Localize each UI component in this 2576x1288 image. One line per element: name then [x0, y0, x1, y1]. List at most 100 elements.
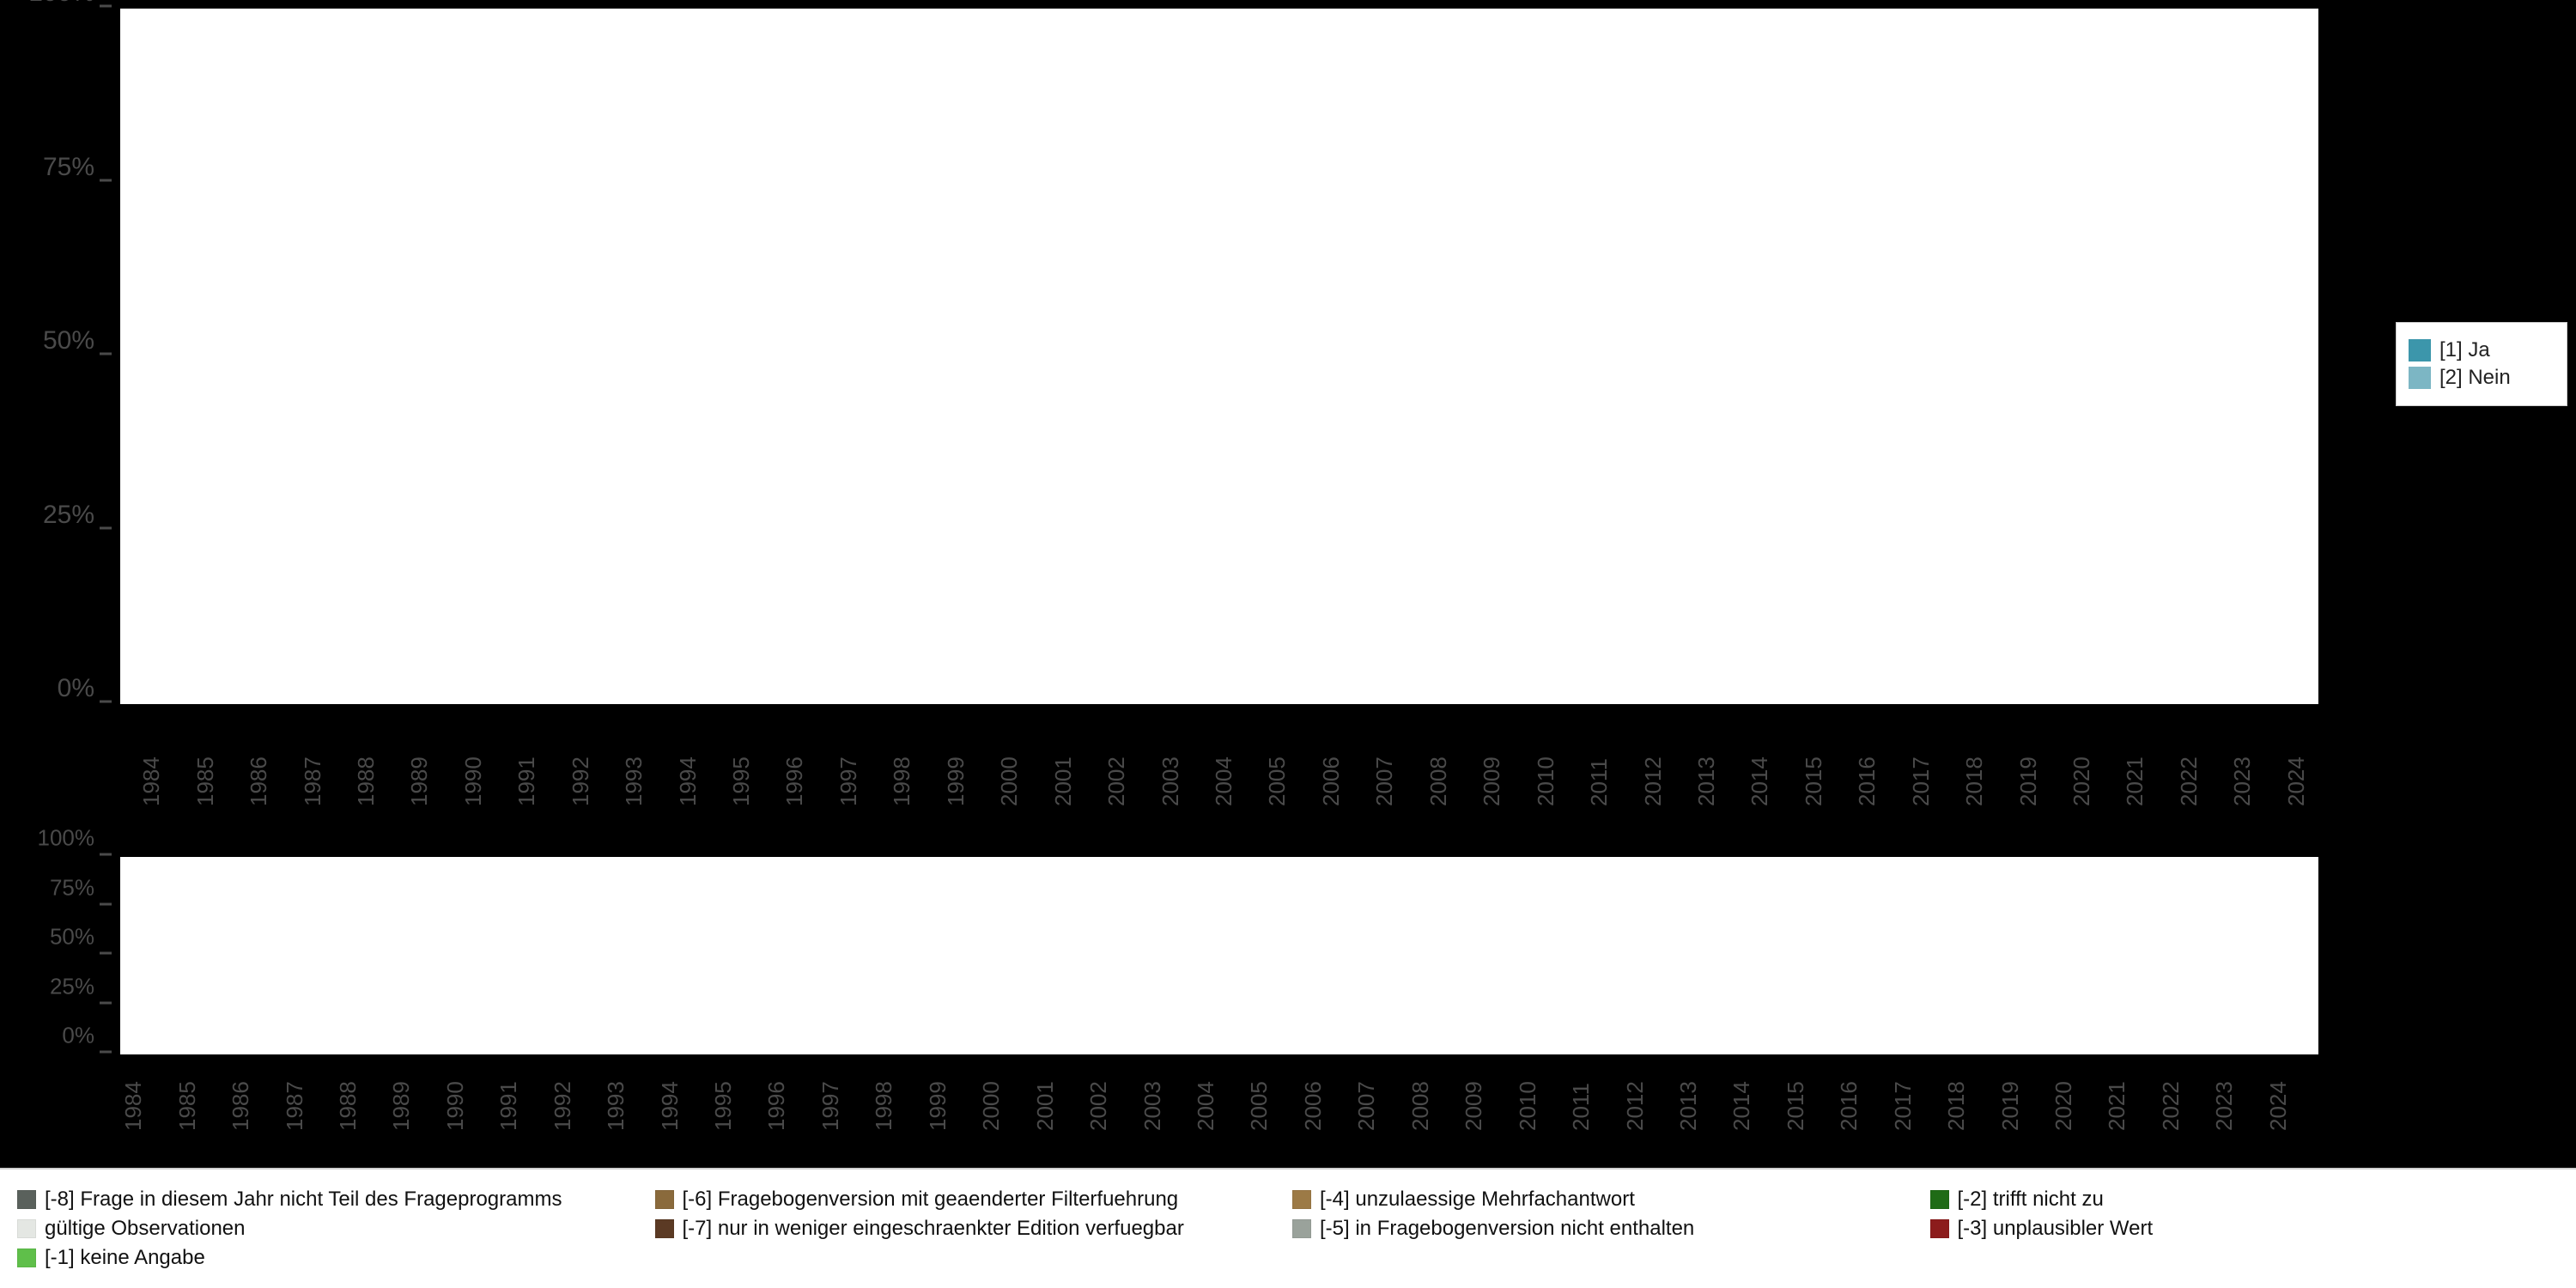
top-xlabel-2006: 2006	[1318, 756, 1345, 806]
bottom-xlabel-2013: 2013	[1675, 1081, 1702, 1131]
top-xlabel-1987: 1987	[300, 756, 326, 806]
bottom-xlabel-1993: 1993	[603, 1081, 629, 1131]
bottom-xlabel-2020: 2020	[2050, 1081, 2077, 1131]
top-bars-container	[120, 9, 2318, 704]
category-legend-swatch-1-3	[17, 1249, 36, 1267]
bottom-ytick-25: 25%	[50, 973, 94, 999]
bottom-xlabel-2008: 2008	[1407, 1081, 1434, 1131]
bottom-ytick-mark-0	[100, 1051, 112, 1054]
bottom-xlabel-2003: 2003	[1139, 1081, 1166, 1131]
top-xlabel-2023: 2023	[2229, 756, 2256, 806]
top-xlabel-2022: 2022	[2176, 756, 2202, 806]
top-ytick-mark-0	[100, 701, 112, 703]
bottom-xlabel-1988: 1988	[335, 1081, 361, 1131]
category-legend-panel: [-8] Frage in diesem Jahr nicht Teil des…	[0, 1168, 2576, 1288]
bottom-ytick-50: 50%	[50, 924, 94, 951]
category-legend-label-1-2: [-3] unplausibler Wert	[1958, 1217, 2154, 1241]
bottom-ytick-mark-75	[100, 902, 112, 905]
top-xlabel-2013: 2013	[1693, 756, 1720, 806]
bottom-xlabel-1989: 1989	[388, 1081, 415, 1131]
top-ytick-mark-50	[100, 353, 112, 355]
top-xlabel-1994: 1994	[675, 756, 702, 806]
bottom-ytick-100: 100%	[38, 825, 95, 852]
bottom-xlabel-1995: 1995	[710, 1081, 737, 1131]
bottom-ytick-75: 75%	[50, 874, 94, 901]
category-legend-item-0-4[interactable]: gültige Observationen	[17, 1217, 647, 1241]
category-legend-label-1-1: [-5] in Fragebogenversion nicht enthalte…	[1320, 1217, 1694, 1241]
top-x-axis: 1984 1985 1986 1987 1988 1989 1990 1991 1992 1993…	[120, 704, 2318, 833]
top-xlabel-2009: 2009	[1479, 756, 1505, 806]
bottom-xlabel-2022: 2022	[2158, 1081, 2184, 1131]
top-xlabel-2014: 2014	[1747, 756, 1773, 806]
top-xlabel-1992: 1992	[568, 756, 594, 806]
bottom-ytick-0: 0%	[62, 1023, 94, 1049]
category-legend-label-1-3: [-1] keine Angabe	[45, 1246, 205, 1270]
top-ytick-75: 75%	[43, 153, 94, 182]
category-legend-label-0-0: [-8] Frage in diesem Jahr nicht Teil des…	[45, 1188, 562, 1212]
top-legend-swatch-ja	[2409, 339, 2431, 361]
bottom-xlabel-2019: 2019	[1997, 1081, 2024, 1131]
top-ytick-50: 50%	[43, 326, 94, 355]
top-ytick-25: 25%	[43, 501, 94, 530]
category-legend-item-1-1[interactable]: [-5] in Fragebogenversion nicht enthalte…	[1292, 1217, 1922, 1241]
category-legend-label-0-2: [-4] unzulaessige Mehrfachantwort	[1320, 1188, 1635, 1212]
top-xlabel-1998: 1998	[889, 756, 915, 806]
category-legend-swatch-1-1	[1292, 1219, 1311, 1238]
top-xlabel-2010: 2010	[1533, 756, 1559, 806]
category-legend-label-0-4: gültige Observationen	[45, 1217, 245, 1241]
category-legend-item-1-2[interactable]: [-3] unplausibler Wert	[1930, 1217, 2560, 1241]
top-xlabel-1988: 1988	[353, 756, 380, 806]
bottom-xlabel-1984: 1984	[120, 1081, 147, 1131]
top-xlabel-2024: 2024	[2283, 756, 2310, 806]
top-xlabel-1991: 1991	[513, 756, 540, 806]
category-legend-label-1-0: [-7] nur in weniger eingeschraenkter Edi…	[683, 1217, 1184, 1241]
top-xlabel-2017: 2017	[1908, 756, 1935, 806]
bottom-y-axis: 0% 25% 50% 75% 100%	[0, 857, 112, 1054]
top-legend-label-nein: [2] Nein	[2439, 366, 2511, 390]
top-xlabel-2004: 2004	[1211, 756, 1237, 806]
category-legend-item-0-3[interactable]: [-2] trifft nicht zu	[1930, 1188, 2560, 1212]
category-legend-item-0-2[interactable]: [-4] unzulaessige Mehrfachantwort	[1292, 1188, 1922, 1212]
category-legend-item-1-3[interactable]: [-1] keine Angabe	[17, 1246, 647, 1270]
category-legend-swatch-0-0	[17, 1190, 36, 1209]
bottom-xlabel-2006: 2006	[1300, 1081, 1327, 1131]
bottom-xlabel-1997: 1997	[817, 1081, 844, 1131]
top-xlabel-2019: 2019	[2015, 756, 2042, 806]
top-xlabel-1999: 1999	[943, 756, 969, 806]
top-xlabel-2008: 2008	[1425, 756, 1452, 806]
top-xlabel-2021: 2021	[2122, 756, 2148, 806]
bottom-xlabel-1999: 1999	[925, 1081, 951, 1131]
category-legend-item-1-4[interactable]	[655, 1246, 1285, 1270]
category-legend-item-1-0[interactable]: [-7] nur in weniger eingeschraenkter Edi…	[655, 1217, 1285, 1241]
bottom-xlabel-2001: 2001	[1032, 1081, 1059, 1131]
category-legend-item-0-1[interactable]: [-6] Fragebogenversion mit geaenderter F…	[655, 1188, 1285, 1212]
top-xlabel-2012: 2012	[1640, 756, 1667, 806]
top-legend-item-nein[interactable]: [2] Nein	[2409, 366, 2555, 390]
top-ytick-mark-100	[100, 5, 112, 8]
bottom-xlabel-2005: 2005	[1246, 1081, 1273, 1131]
top-xlabel-2020: 2020	[2069, 756, 2095, 806]
top-legend-item-ja[interactable]: [1] Ja	[2409, 338, 2555, 362]
top-xlabel-1990: 1990	[460, 756, 487, 806]
bottom-xlabel-2024: 2024	[2265, 1081, 2292, 1131]
top-xlabel-2003: 2003	[1157, 756, 1184, 806]
bottom-xlabel-1985: 1985	[174, 1081, 201, 1131]
bottom-xlabel-2016: 2016	[1836, 1081, 1862, 1131]
bottom-xlabel-2018: 2018	[1943, 1081, 1970, 1131]
top-ytick-100: 100%	[28, 0, 94, 8]
bottom-xlabel-1986: 1986	[228, 1081, 254, 1131]
bottom-xlabel-2009: 2009	[1461, 1081, 1487, 1131]
top-chart-legend: [1] Ja [2] Nein	[2396, 322, 2567, 406]
category-legend-swatch-1-0	[655, 1219, 674, 1238]
top-xlabel-1985: 1985	[192, 756, 219, 806]
top-xlabel-1996: 1996	[781, 756, 808, 806]
category-legend-swatch-0-4	[17, 1219, 36, 1238]
bottom-bars-container	[120, 857, 2318, 1054]
bottom-xlabel-1998: 1998	[871, 1081, 897, 1131]
category-legend-item-0-0[interactable]: [-8] Frage in diesem Jahr nicht Teil des…	[17, 1188, 647, 1212]
top-ytick-mark-75	[100, 179, 112, 181]
top-xlabel-2000: 2000	[996, 756, 1023, 806]
bottom-xlabel-2002: 2002	[1085, 1081, 1112, 1131]
top-xlabel-2007: 2007	[1371, 756, 1398, 806]
